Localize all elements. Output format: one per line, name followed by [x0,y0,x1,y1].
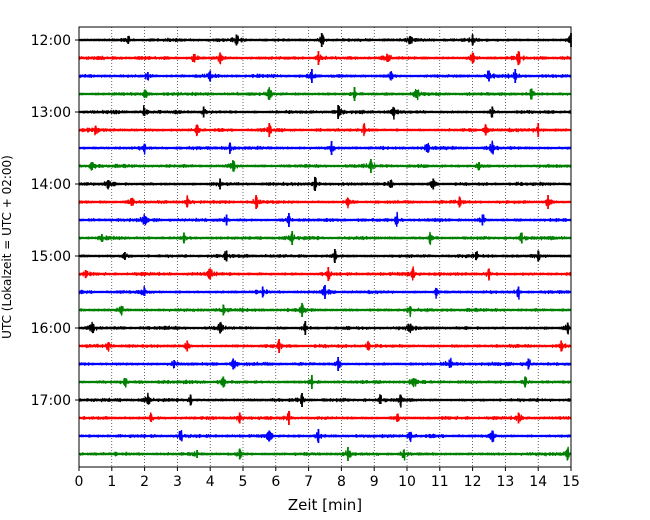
trace-1300 [78,105,572,120]
y-axis-label: UTC (Lokalzeit = UTC + 02:00) [0,155,14,339]
x-tick-label-1: 1 [107,474,116,490]
trace-1245 [78,86,572,101]
x-tick-label-12: 12 [464,474,482,490]
trace-1445 [78,231,572,246]
trace-1600 [78,321,572,335]
x-axis-label: Zeit [min] [288,496,362,514]
trace-1745 [78,446,572,461]
grid-layer [111,27,539,467]
trace-1345 [78,159,572,173]
trace-1500 [78,249,572,263]
x-tick-label-15: 15 [562,474,580,490]
trace-1400 [78,176,572,191]
trace-1545 [78,303,572,318]
x-tick-label-13: 13 [496,474,514,490]
x-tick-label-3: 3 [173,474,182,490]
x-tick-layer: 0 1 2 3 4 5 6 7 8 9 10 11 12 13 14 15 [75,467,580,490]
y-tick-label-1300: 13:00 [31,105,71,121]
trace-1230 [78,69,572,83]
x-tick-label-6: 6 [271,474,280,490]
trace-1530 [78,285,572,300]
x-tick-label-9: 9 [370,474,379,490]
x-tick-label-14: 14 [529,474,547,490]
trace-1630 [78,357,572,371]
y-tick-label-1500: 15:00 [31,249,71,265]
trace-1415 [78,195,572,209]
trace-1615 [78,339,572,353]
trace-1430 [78,211,572,227]
y-tick-label-1400: 14:00 [31,177,71,193]
trace-1315 [78,122,572,137]
trace-1515 [78,266,572,281]
x-tick-label-4: 4 [206,474,215,490]
x-tick-label-7: 7 [304,474,313,490]
x-tick-label-10: 10 [398,474,416,490]
trace-1700 [78,392,572,408]
trace-1330 [78,140,572,155]
x-tick-label-5: 5 [239,474,248,490]
trace-layer [78,33,572,461]
trace-1215 [78,51,572,66]
plot-frame [78,26,572,468]
y-tick-layer: 12:00 13:00 14:00 15:00 16:00 17:00 [31,33,79,409]
y-tick-label-1700: 17:00 [31,393,71,409]
x-tick-label-11: 11 [431,474,449,490]
y-tick-label-1600: 16:00 [31,321,71,337]
x-tick-label-8: 8 [337,474,346,490]
trace-1715 [78,410,572,425]
trace-1730 [78,429,572,443]
x-tick-label-2: 2 [140,474,149,490]
trace-1645 [78,375,572,389]
y-tick-label-1200: 12:00 [31,33,71,49]
x-tick-label-0: 0 [75,474,84,490]
